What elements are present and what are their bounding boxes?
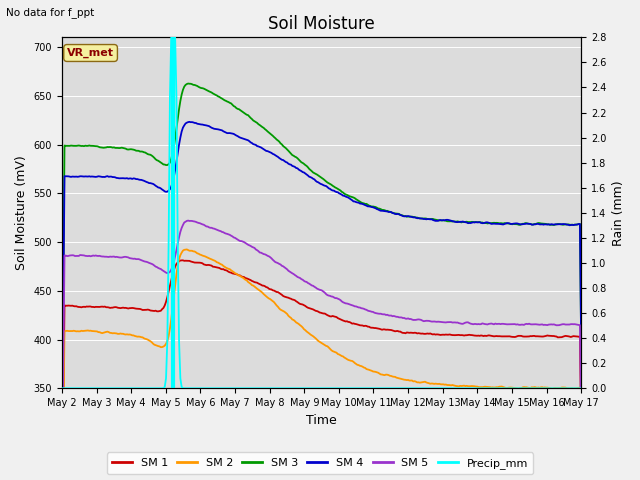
Title: Soil Moisture: Soil Moisture — [268, 15, 375, 33]
Y-axis label: Rain (mm): Rain (mm) — [612, 180, 625, 246]
Legend: SM 1, SM 2, SM 3, SM 4, SM 5, Precip_mm: SM 1, SM 2, SM 3, SM 4, SM 5, Precip_mm — [107, 453, 533, 474]
Y-axis label: Soil Moisture (mV): Soil Moisture (mV) — [15, 156, 28, 270]
X-axis label: Time: Time — [306, 414, 337, 427]
Text: No data for f_ppt: No data for f_ppt — [6, 7, 95, 18]
Text: VR_met: VR_met — [67, 48, 114, 58]
